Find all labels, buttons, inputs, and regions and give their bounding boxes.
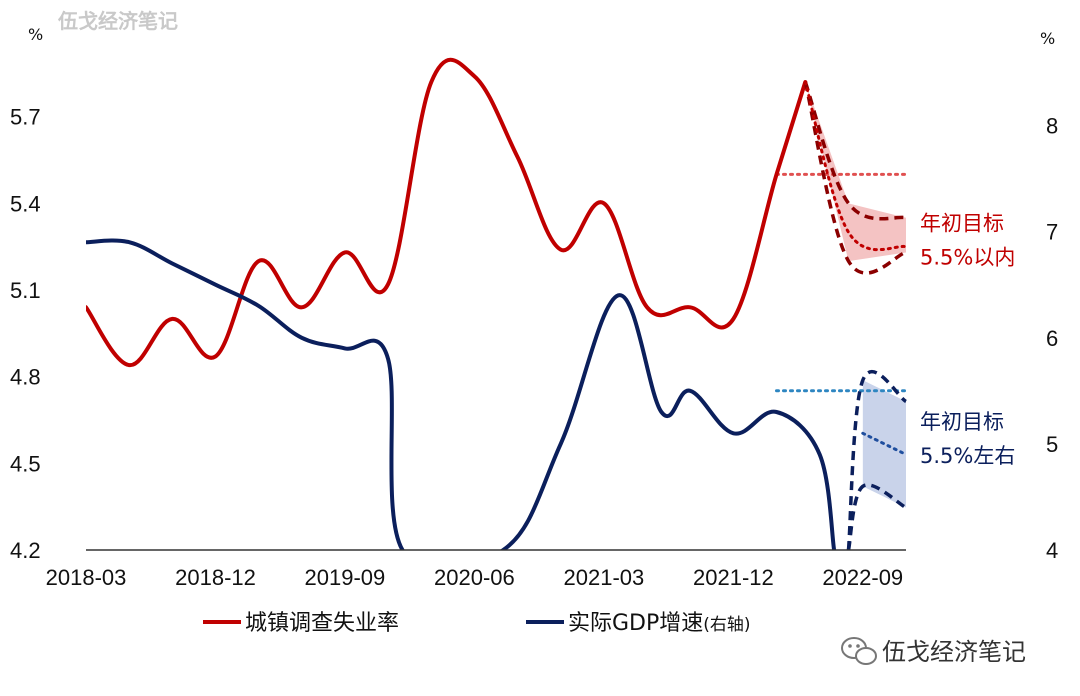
gdp-target-label: 年初目标 <box>920 410 1004 434</box>
right-tick-label: 7 <box>1046 220 1058 245</box>
series-lines <box>86 57 837 550</box>
x-tick-label: 2018-12 <box>175 565 256 590</box>
gdp-target-label: 5.5%左右 <box>920 444 1015 468</box>
unemployment-projection-lower <box>803 81 907 275</box>
right-axis-unit: % <box>1040 29 1055 48</box>
projection-lines <box>803 80 908 550</box>
x-tick-label: 2022-09 <box>822 565 903 590</box>
right-tick-label: 4 <box>1046 538 1058 563</box>
x-tick-label: 2019-09 <box>305 565 386 590</box>
x-axis-ticks: 2018-03 2018-12 2019-09 2020-06 2021-03 2021-… <box>46 565 904 590</box>
right-tick-label: 6 <box>1046 326 1058 351</box>
left-axis-ticks: 5.7 5.4 5.1 4.8 4.5 4.2 <box>10 105 41 563</box>
unemployment-target-label: 年初目标 <box>920 211 1004 235</box>
right-tick-label: 8 <box>1046 114 1058 139</box>
right-axis-ticks: 8 7 6 5 4 <box>1046 114 1058 564</box>
left-tick-label: 5.4 <box>10 191 41 216</box>
gdp-projection-upper <box>846 370 908 550</box>
unemployment-projection-band <box>805 82 906 262</box>
unemployment-projection-upper <box>803 81 907 221</box>
brand-name: 伍戈经济笔记 <box>882 638 1026 666</box>
brand-watermark: 伍戈经济笔记 <box>841 637 1026 666</box>
left-tick-label: 5.7 <box>10 105 41 130</box>
gdp-projection-middle <box>861 431 908 456</box>
wechat-icon <box>841 637 877 665</box>
unemployment-target-label: 5.5%以内 <box>920 245 1015 269</box>
x-tick-label: 2021-12 <box>693 565 774 590</box>
gdp-projection-lower <box>846 483 907 550</box>
left-tick-label: 5.1 <box>10 278 41 303</box>
legend-label-gdp: 实际GDP增速(右轴) <box>568 611 751 636</box>
x-tick-label: 2018-03 <box>46 565 127 590</box>
unemployment-line <box>86 57 808 368</box>
left-tick-label: 4.5 <box>10 451 41 476</box>
x-tick-label: 2021-03 <box>564 565 645 590</box>
gdp-line <box>86 238 837 550</box>
legend: 城镇调查失业率 实际GDP增速(右轴) <box>203 611 751 636</box>
left-axis-unit: % <box>28 25 43 44</box>
unemployment-projection-middle <box>803 80 908 252</box>
left-tick-label: 4.8 <box>10 365 41 390</box>
target-lines <box>775 172 908 393</box>
legend-label-unemployment: 城镇调查失业率 <box>245 611 399 636</box>
x-tick-label: 2020-06 <box>434 565 515 590</box>
legend-label-gdp-note: (右轴) <box>703 615 750 635</box>
watermark-text: 伍戈经济笔记 <box>57 9 178 33</box>
left-tick-label: 4.2 <box>10 538 41 563</box>
right-tick-label: 5 <box>1046 432 1058 457</box>
legend-label-gdp-name: 实际GDP增速 <box>568 611 703 636</box>
